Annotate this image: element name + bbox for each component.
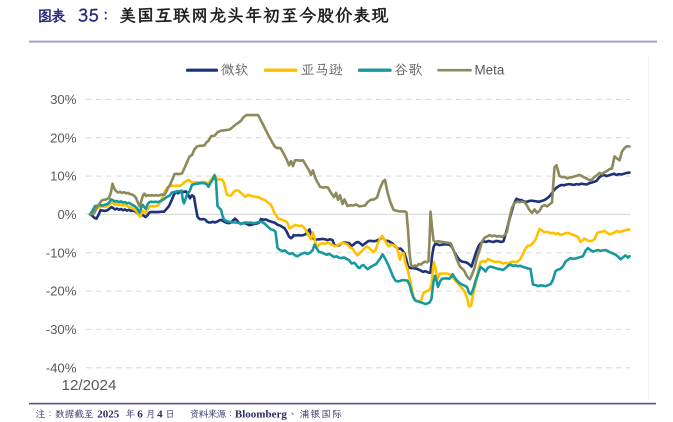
svg-text:Meta: Meta (475, 63, 505, 78)
svg-text:12/2024: 12/2024 (62, 377, 117, 394)
svg-text:0%: 0% (57, 207, 76, 222)
svg-text:4: 4 (157, 408, 163, 420)
svg-text:30%: 30% (50, 92, 77, 107)
svg-text:2025: 2025 (97, 408, 120, 420)
svg-text:-30%: -30% (46, 322, 77, 337)
svg-text:-20%: -20% (46, 284, 77, 299)
svg-text:-10%: -10% (46, 245, 77, 260)
svg-text:20%: 20% (50, 130, 77, 145)
svg-text:Bloomberg: Bloomberg (235, 408, 287, 420)
svg-text:10%: 10% (50, 169, 77, 184)
svg-text:-40%: -40% (46, 360, 77, 375)
svg-text:6: 6 (137, 408, 143, 420)
